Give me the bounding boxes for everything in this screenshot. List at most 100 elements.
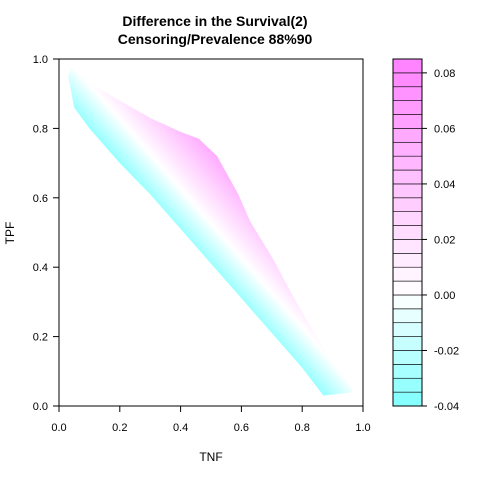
- heatmap-band: [68, 67, 354, 396]
- heatmap-band: [68, 67, 354, 396]
- heatmap-band: [68, 67, 354, 379]
- heatmap-band: [68, 67, 354, 396]
- x-tick-label: 1.0: [355, 422, 370, 434]
- heatmap-band: [68, 75, 354, 396]
- heatmap-band: [68, 67, 354, 396]
- colorbar-cell: [392, 128, 423, 143]
- colorbar-cell: [392, 308, 423, 324]
- colorbar-cell: [392, 336, 423, 351]
- colorbar-tick-label: 0.04: [434, 179, 455, 191]
- heatmap-band: [68, 72, 354, 396]
- colorbar-cell: [392, 350, 423, 365]
- heatmap-band: [68, 67, 354, 376]
- heatmap-band: [68, 67, 354, 396]
- heatmap-band: [68, 67, 354, 396]
- heatmap-band: [68, 67, 354, 396]
- colorbar-cell: [392, 183, 423, 199]
- colorbar-cell: [392, 141, 423, 157]
- heatmap-band: [68, 67, 354, 396]
- heatmap-band: [68, 67, 354, 362]
- colorbar-cell: [392, 294, 423, 310]
- colorbar-cell: [392, 58, 423, 74]
- colorbar-cell: [392, 86, 423, 101]
- heatmap-band: [68, 67, 354, 396]
- colorbar-cell: [392, 114, 423, 129]
- colorbar-cell: [392, 155, 423, 171]
- colorbar-cell: [392, 364, 423, 379]
- y-axis: 0.0 0.2 0.4 0.6 0.8 1.0: [33, 54, 59, 413]
- heatmap-band: [68, 67, 354, 396]
- heatmap-band: [68, 67, 354, 396]
- colorbar-cell: [392, 322, 423, 337]
- colorbar-cell: [392, 197, 423, 212]
- heatmap-band: [68, 67, 354, 396]
- heatmap-band: [68, 67, 354, 390]
- heatmap-band: [68, 67, 354, 396]
- y-tick-label: 0.0: [33, 401, 48, 413]
- colorbar-tick-label: -0.02: [434, 345, 459, 357]
- heatmap-band: [68, 67, 354, 396]
- heatmap-band: [68, 78, 354, 396]
- heatmap-band: [68, 67, 354, 396]
- heatmap-band: [68, 67, 354, 368]
- heatmap-band: [68, 86, 354, 396]
- colorbar-cell: [392, 280, 423, 296]
- colorbar-tick-label: -0.04: [434, 401, 459, 413]
- heatmap-band: [68, 67, 354, 370]
- colorbar-frame: [392, 58, 423, 407]
- x-tick-label: 0.4: [173, 422, 188, 434]
- colorbar-cell: [392, 100, 423, 115]
- x-tick-label: 0.8: [295, 422, 310, 434]
- colorbar-cell: [392, 72, 423, 88]
- heatmap-band: [68, 67, 354, 357]
- colorbar-cell: [392, 391, 423, 407]
- heatmap-band: [68, 83, 354, 396]
- heatmap-band: [68, 67, 354, 396]
- heatmap-band: [68, 67, 354, 354]
- colorbar-tick-label: 0.02: [434, 234, 455, 246]
- heatmap-band: [68, 67, 354, 396]
- heatmap-band: [68, 67, 354, 396]
- colorbar-cell: [392, 225, 423, 240]
- colorbar: -0.04 -0.02 0.00 0.02 0.04 0.06 0.08: [392, 58, 459, 413]
- heatmap-band: [68, 67, 354, 396]
- y-tick-label: 0.2: [33, 332, 48, 344]
- colorbar-cell: [392, 169, 423, 185]
- y-tick-label: 0.4: [33, 262, 48, 274]
- y-axis-label: TPF: [3, 222, 17, 245]
- heatmap-band: [68, 67, 354, 396]
- colorbar-tick-label: 0.00: [434, 290, 455, 302]
- colorbar-tick-label: 0.06: [434, 123, 455, 135]
- heatmap-band: [68, 67, 354, 396]
- x-tick-label: 0.6: [234, 422, 249, 434]
- heatmap-band: [68, 67, 354, 396]
- y-tick-label: 0.8: [33, 123, 48, 135]
- x-axis-label: TNF: [199, 450, 222, 464]
- heatmap-band: [68, 70, 354, 396]
- chart-title: Difference in the Survival(2): [122, 13, 307, 29]
- x-axis: 0.0 0.2 0.4 0.6 0.8 1.0: [51, 406, 371, 434]
- colorbar-cell: [392, 239, 423, 254]
- plot-frame: [58, 58, 364, 407]
- colorbar-cell: [392, 211, 423, 226]
- colorbar-cell: [392, 266, 423, 282]
- heatmap-band: [68, 67, 354, 365]
- colorbar-cell: [392, 377, 423, 393]
- colorbar-tick-label: 0.08: [434, 68, 455, 80]
- heatmap-band: [68, 67, 354, 396]
- heatmap-band: [68, 67, 354, 396]
- x-tick-label: 0.0: [51, 422, 66, 434]
- chart-subtitle: Censoring/Prevalence 88%90: [118, 31, 313, 47]
- heatmap-band: [68, 67, 354, 396]
- colorbar-cell: [392, 253, 423, 268]
- heatmap-band: [68, 67, 354, 387]
- heatmap-band: [68, 67, 354, 382]
- y-tick-label: 1.0: [33, 54, 48, 66]
- heatmap-band: [68, 67, 354, 396]
- x-tick-label: 0.2: [112, 422, 127, 434]
- heatmap-band: [68, 67, 354, 359]
- y-tick-label: 0.6: [33, 193, 48, 205]
- heatmap-band: [68, 67, 354, 373]
- heatmap-band: [68, 67, 354, 384]
